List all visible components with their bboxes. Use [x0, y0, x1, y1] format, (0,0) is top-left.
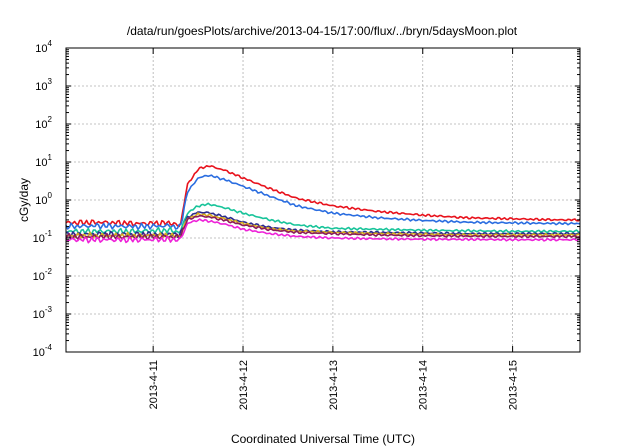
x-tick-label: 2013-4-15 [508, 360, 520, 410]
y-tick-label: 10-4 [33, 343, 53, 359]
y-tick-label: 10-2 [33, 267, 53, 283]
axis-ticks [66, 47, 580, 353]
y-tick-label: 102 [35, 115, 52, 131]
x-tick-labels: 2013-4-11 2013-4-12 2013-4-13 2013-4-14 2013… [148, 360, 519, 410]
x-tick-label: 2013-4-13 [328, 360, 340, 410]
y-tick-label: 100 [35, 191, 52, 207]
series-line [65, 165, 581, 228]
y-tick-labels: 10-4 10-3 10-2 10-1 100 101 102 103 104 [33, 39, 53, 359]
series-group [65, 165, 581, 244]
series-line [65, 202, 581, 235]
y-tick-label: 10-3 [33, 305, 53, 321]
y-tick-label: 10-1 [33, 229, 53, 245]
x-axis-label: Coordinated Universal Time (UTC) [231, 432, 415, 446]
y-tick-label: 103 [35, 77, 52, 93]
series-line [65, 174, 581, 231]
chart-title: /data/run/goesPlots/archive/2013-04-15/1… [127, 24, 518, 38]
x-tick-label: 2013-4-14 [418, 360, 430, 410]
series-line [65, 214, 581, 241]
x-tick-label: 2013-4-11 [148, 360, 160, 409]
y-tick-label: 104 [35, 39, 52, 55]
grid [66, 48, 580, 352]
x-tick-label: 2013-4-12 [238, 360, 250, 410]
y-axis-label: cGy/day [17, 178, 31, 222]
series-line [65, 218, 581, 244]
y-tick-label: 101 [35, 153, 52, 169]
